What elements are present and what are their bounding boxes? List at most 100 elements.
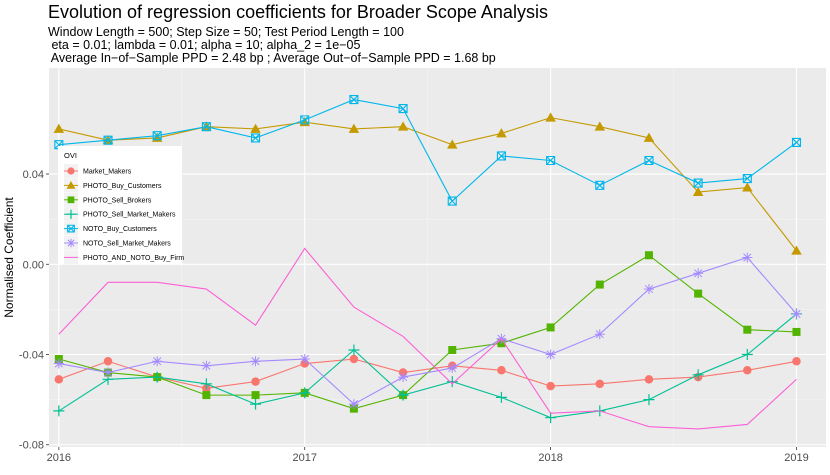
data-point-photo-sell-brokers xyxy=(251,391,260,400)
data-point-photo-sell-market-makers xyxy=(545,412,557,424)
data-point-noto-buy-customers xyxy=(152,131,162,141)
subtitle-line-3: Average In−of−Sample PPD = 2.48 bp ; Ave… xyxy=(48,51,496,65)
data-point-noto-buy-customers xyxy=(447,196,457,206)
data-point-market-makers xyxy=(595,379,605,389)
data-point-photo-sell-brokers xyxy=(202,391,211,400)
legend-key-marker xyxy=(67,196,75,204)
data-point-noto-buy-customers xyxy=(250,133,261,143)
data-point-photo-sell-market-makers xyxy=(250,398,262,410)
y-tick-label: -0.04 xyxy=(19,350,44,362)
data-point-noto-sell-market-makers xyxy=(594,329,605,340)
y-axis-label: Normalised Coefficient xyxy=(2,197,16,318)
data-point-market-makers xyxy=(644,375,654,384)
series-line-market-makers xyxy=(58,358,797,389)
data-point-noto-sell-market-makers xyxy=(103,367,114,378)
data-point-noto-sell-market-makers xyxy=(693,268,704,279)
legend-label: PHOTO_Sell_Brokers xyxy=(83,197,152,204)
data-point-photo-buy-customers xyxy=(594,121,606,131)
x-tick-label: 2016 xyxy=(47,452,71,464)
data-point-photo-buy-customers xyxy=(397,121,409,131)
legend-key-marker xyxy=(67,167,75,175)
data-point-noto-sell-market-makers xyxy=(53,358,64,369)
data-point-noto-buy-customers xyxy=(201,122,211,132)
data-point-noto-buy-customers xyxy=(546,155,556,166)
data-point-market-makers xyxy=(792,357,801,366)
legend-key-marker xyxy=(66,180,76,189)
legend-key-marker xyxy=(67,224,75,233)
data-point-photo-sell-market-makers xyxy=(53,405,65,417)
x-tick-label: 2019 xyxy=(784,452,808,464)
data-point-photo-buy-customers xyxy=(447,139,458,149)
legend-label: NOTO_Sell_Market_Makers xyxy=(83,241,171,248)
data-point-photo-buy-customers xyxy=(348,123,360,133)
x-tick-label: 2018 xyxy=(538,452,562,464)
y-tick-label: -0.08 xyxy=(19,440,44,452)
data-point-photo-sell-market-makers xyxy=(299,387,311,399)
data-point-photo-sell-market-makers xyxy=(397,389,409,401)
legend-key-marker xyxy=(66,209,76,219)
data-point-photo-sell-market-makers xyxy=(151,371,163,383)
data-point-noto-sell-market-makers xyxy=(250,356,261,367)
subtitle-line-1: Window Length = 500; Step Size = 50; Tes… xyxy=(48,25,404,39)
data-point-noto-buy-customers xyxy=(791,137,802,147)
data-point-photo-buy-customers xyxy=(742,182,753,192)
legend-background xyxy=(58,146,182,264)
data-point-photo-buy-customers xyxy=(53,123,65,133)
data-point-photo-buy-customers xyxy=(643,132,655,142)
y-tick-label: 0.00 xyxy=(23,259,44,271)
data-point-noto-sell-market-makers xyxy=(348,399,359,410)
data-point-market-makers xyxy=(546,381,555,391)
legend-label: NOTO_Buy_Customers xyxy=(83,226,157,233)
data-point-photo-sell-market-makers xyxy=(446,376,458,388)
series-line-photo-buy-customers xyxy=(58,117,797,252)
series-line-photo-sell-market-makers xyxy=(58,313,797,419)
data-point-noto-sell-market-makers xyxy=(545,349,556,360)
data-point-noto-sell-market-makers xyxy=(152,356,163,367)
subtitle-line-2: eta = 0.01; lambda = 0.01; alpha = 10; a… xyxy=(48,38,361,52)
y-tick-label: 0.04 xyxy=(23,169,44,181)
data-point-photo-sell-brokers xyxy=(595,280,604,289)
data-point-noto-sell-market-makers xyxy=(201,360,212,371)
data-point-photo-buy-customers xyxy=(545,112,556,122)
data-point-photo-sell-brokers xyxy=(743,325,752,334)
data-point-noto-buy-customers xyxy=(398,104,408,114)
data-point-noto-buy-customers xyxy=(496,151,506,161)
legend-label: Market_Makers xyxy=(83,169,132,176)
data-point-photo-sell-market-makers xyxy=(348,344,360,356)
data-point-noto-sell-market-makers xyxy=(791,308,802,319)
data-point-noto-buy-customers xyxy=(103,135,113,145)
data-point-photo-sell-market-makers xyxy=(643,394,655,406)
data-point-market-makers xyxy=(251,377,260,386)
legend-label: PHOTO_AND_NOTO_Buy_Firm xyxy=(83,255,184,262)
x-tick-label: 2017 xyxy=(292,452,316,464)
data-point-market-makers xyxy=(743,366,752,375)
data-point-noto-buy-customers xyxy=(349,95,359,105)
data-point-photo-sell-market-makers xyxy=(495,391,507,403)
data-point-noto-buy-customers xyxy=(595,180,605,190)
data-point-photo-sell-brokers xyxy=(792,327,801,336)
data-point-noto-buy-customers xyxy=(300,115,310,125)
data-point-noto-sell-market-makers xyxy=(643,284,654,295)
data-point-noto-sell-market-makers xyxy=(742,252,753,263)
data-point-photo-sell-market-makers xyxy=(741,349,753,361)
data-point-photo-buy-customers xyxy=(791,245,802,255)
series-line-photo-and-noto-buy-firm xyxy=(58,247,797,430)
data-point-noto-sell-market-makers xyxy=(299,354,310,365)
data-point-photo-sell-brokers xyxy=(644,251,653,260)
legend-key-marker xyxy=(66,238,76,248)
chart-title: Evolution of regression coefficients for… xyxy=(48,2,548,22)
data-point-photo-buy-customers xyxy=(250,123,261,133)
data-point-market-makers xyxy=(497,366,506,375)
series-line-noto-sell-market-makers xyxy=(58,256,797,405)
legend-label: PHOTO_Buy_Customers xyxy=(83,183,162,190)
series-line-noto-buy-customers xyxy=(58,99,797,202)
data-point-photo-buy-customers xyxy=(692,186,704,197)
data-point-photo-sell-brokers xyxy=(448,345,457,354)
data-point-noto-buy-customers xyxy=(693,178,703,188)
data-point-photo-sell-market-makers xyxy=(692,369,704,381)
legend-label: PHOTO_Sell_Market_Makers xyxy=(83,212,176,219)
data-point-noto-sell-market-makers xyxy=(398,372,409,383)
data-point-photo-sell-market-makers xyxy=(200,378,212,390)
legend: OVI Market_Makers PHOTO_Buy_Customers PHOTO… xyxy=(58,146,184,265)
